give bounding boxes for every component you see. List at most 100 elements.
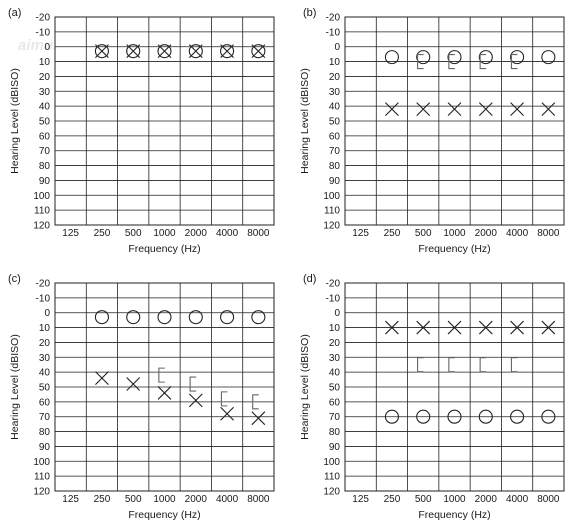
marker-cross: [157, 386, 172, 400]
marker-circle: [384, 409, 399, 424]
x-tick-label: 1000: [443, 494, 466, 505]
y-tick-label: 90: [329, 176, 341, 187]
y-tick-label: 10: [39, 323, 51, 334]
y-tick-label: 100: [323, 191, 340, 202]
y-tick-label: 100: [33, 457, 50, 468]
y-tick-label: 60: [39, 131, 51, 142]
marker-cross: [478, 102, 493, 117]
y-tick-label: 20: [329, 338, 341, 349]
marker-circle: [188, 310, 203, 325]
y-tick-label: -20: [326, 279, 341, 290]
marker-cross-stroke: [251, 411, 266, 426]
y-tick-label: 60: [329, 131, 341, 142]
marker-circle: [541, 409, 556, 424]
x-tick-label: 250: [94, 494, 111, 505]
marker-cross-stroke: [95, 371, 109, 385]
audiogram-panel-a: (a) -20 -10 0 10 20 30 40 50 60 70 80 90 100 110 120 125…: [8, 7, 275, 255]
marker-cross-stroke: [385, 102, 399, 117]
x-tick-label: 2000: [185, 228, 208, 239]
y-tick-label: 40: [329, 368, 341, 379]
y-tick-label: 110: [324, 472, 340, 483]
y-tick-label: 120: [33, 487, 50, 498]
marker-bracket: [220, 391, 228, 407]
marker-cross: [478, 320, 493, 335]
y-tick-label: -20: [36, 13, 51, 24]
marker-cross: [541, 102, 556, 117]
marker-circle: [447, 409, 462, 424]
marker-cross: [385, 102, 399, 117]
marker-bracket: [510, 357, 518, 373]
marker-cross: [416, 320, 431, 335]
y-tick-label: 80: [329, 427, 341, 438]
marker-circle: [541, 50, 556, 65]
y-tick-label: 20: [39, 338, 51, 349]
x-tick-label: 250: [94, 228, 111, 239]
y-tick-label: 40: [39, 102, 51, 113]
panel-label: (d): [303, 273, 316, 285]
y-tick-label: 0: [44, 42, 50, 53]
marker-circle: [510, 409, 525, 424]
plot-frame: [344, 282, 565, 492]
panel-label: (b): [303, 7, 316, 19]
marker-circle: [220, 310, 235, 325]
y-tick-label: 30: [329, 87, 341, 98]
marker-circle: [157, 310, 172, 325]
y-tick-label: 20: [39, 72, 51, 83]
marker-cross-stroke: [510, 102, 524, 117]
x-tick-label: 500: [415, 494, 432, 505]
marker-bracket: [479, 357, 487, 373]
x-tick-label: 500: [125, 228, 142, 239]
y-axis-label: Hearing Level (dBISO): [9, 334, 21, 440]
marker-circle: [94, 310, 109, 325]
x-tick-label: 500: [125, 494, 142, 505]
marker-circle: [416, 409, 431, 424]
y-tick-label: 70: [329, 412, 341, 423]
x-tick-label: 4000: [216, 494, 239, 505]
x-tick-label: 8000: [537, 494, 560, 505]
marker-cross: [251, 411, 266, 426]
marker-cross: [447, 102, 462, 117]
marker-cross: [447, 320, 462, 335]
marker-cross-stroke: [447, 320, 462, 335]
marker-bracket: [158, 367, 165, 383]
marker-cross-stroke: [541, 320, 556, 335]
marker-cross-stroke: [385, 320, 399, 335]
x-tick-label: 4000: [506, 494, 529, 505]
marker-bracket: [448, 54, 455, 70]
y-tick-label: 90: [39, 176, 51, 187]
y-tick-label: 10: [329, 323, 341, 334]
x-tick-label: 125: [352, 228, 369, 239]
y-tick-label: 40: [39, 368, 51, 379]
marker-bracket: [189, 376, 197, 392]
marker-circle: [447, 50, 462, 65]
x-tick-label: 4000: [506, 228, 529, 239]
marker-circle: [188, 44, 203, 59]
y-tick-label: -10: [326, 27, 341, 38]
y-tick-label: 0: [334, 308, 340, 319]
marker-cross: [510, 102, 524, 117]
x-tick-label: 8000: [247, 228, 270, 239]
y-tick-label: 60: [39, 397, 51, 408]
marker-cross: [220, 406, 234, 421]
marker-bracket: [479, 54, 487, 70]
x-tick-label: 4000: [216, 228, 239, 239]
x-tick-label: 125: [62, 228, 79, 239]
y-tick-label: 0: [334, 42, 340, 53]
y-tick-label: 10: [329, 57, 341, 68]
marker-cross-stroke: [541, 102, 556, 117]
y-tick-label: 120: [323, 487, 340, 498]
marker-cross: [541, 320, 556, 335]
marker-bracket: [252, 394, 259, 410]
y-axis-label: Hearing Level (dBISO): [299, 334, 311, 440]
y-tick-label: 50: [329, 383, 341, 394]
y-tick-label: -10: [36, 293, 51, 304]
y-tick-label: 50: [329, 117, 341, 128]
y-tick-label: 40: [329, 102, 341, 113]
x-tick-label: 500: [415, 228, 432, 239]
marker-circle: [416, 50, 431, 65]
marker-circle: [251, 44, 266, 59]
marker-cross: [126, 377, 141, 391]
x-tick-label: 250: [384, 494, 401, 505]
marker-cross-stroke: [478, 102, 493, 117]
marker-circle: [94, 44, 109, 59]
